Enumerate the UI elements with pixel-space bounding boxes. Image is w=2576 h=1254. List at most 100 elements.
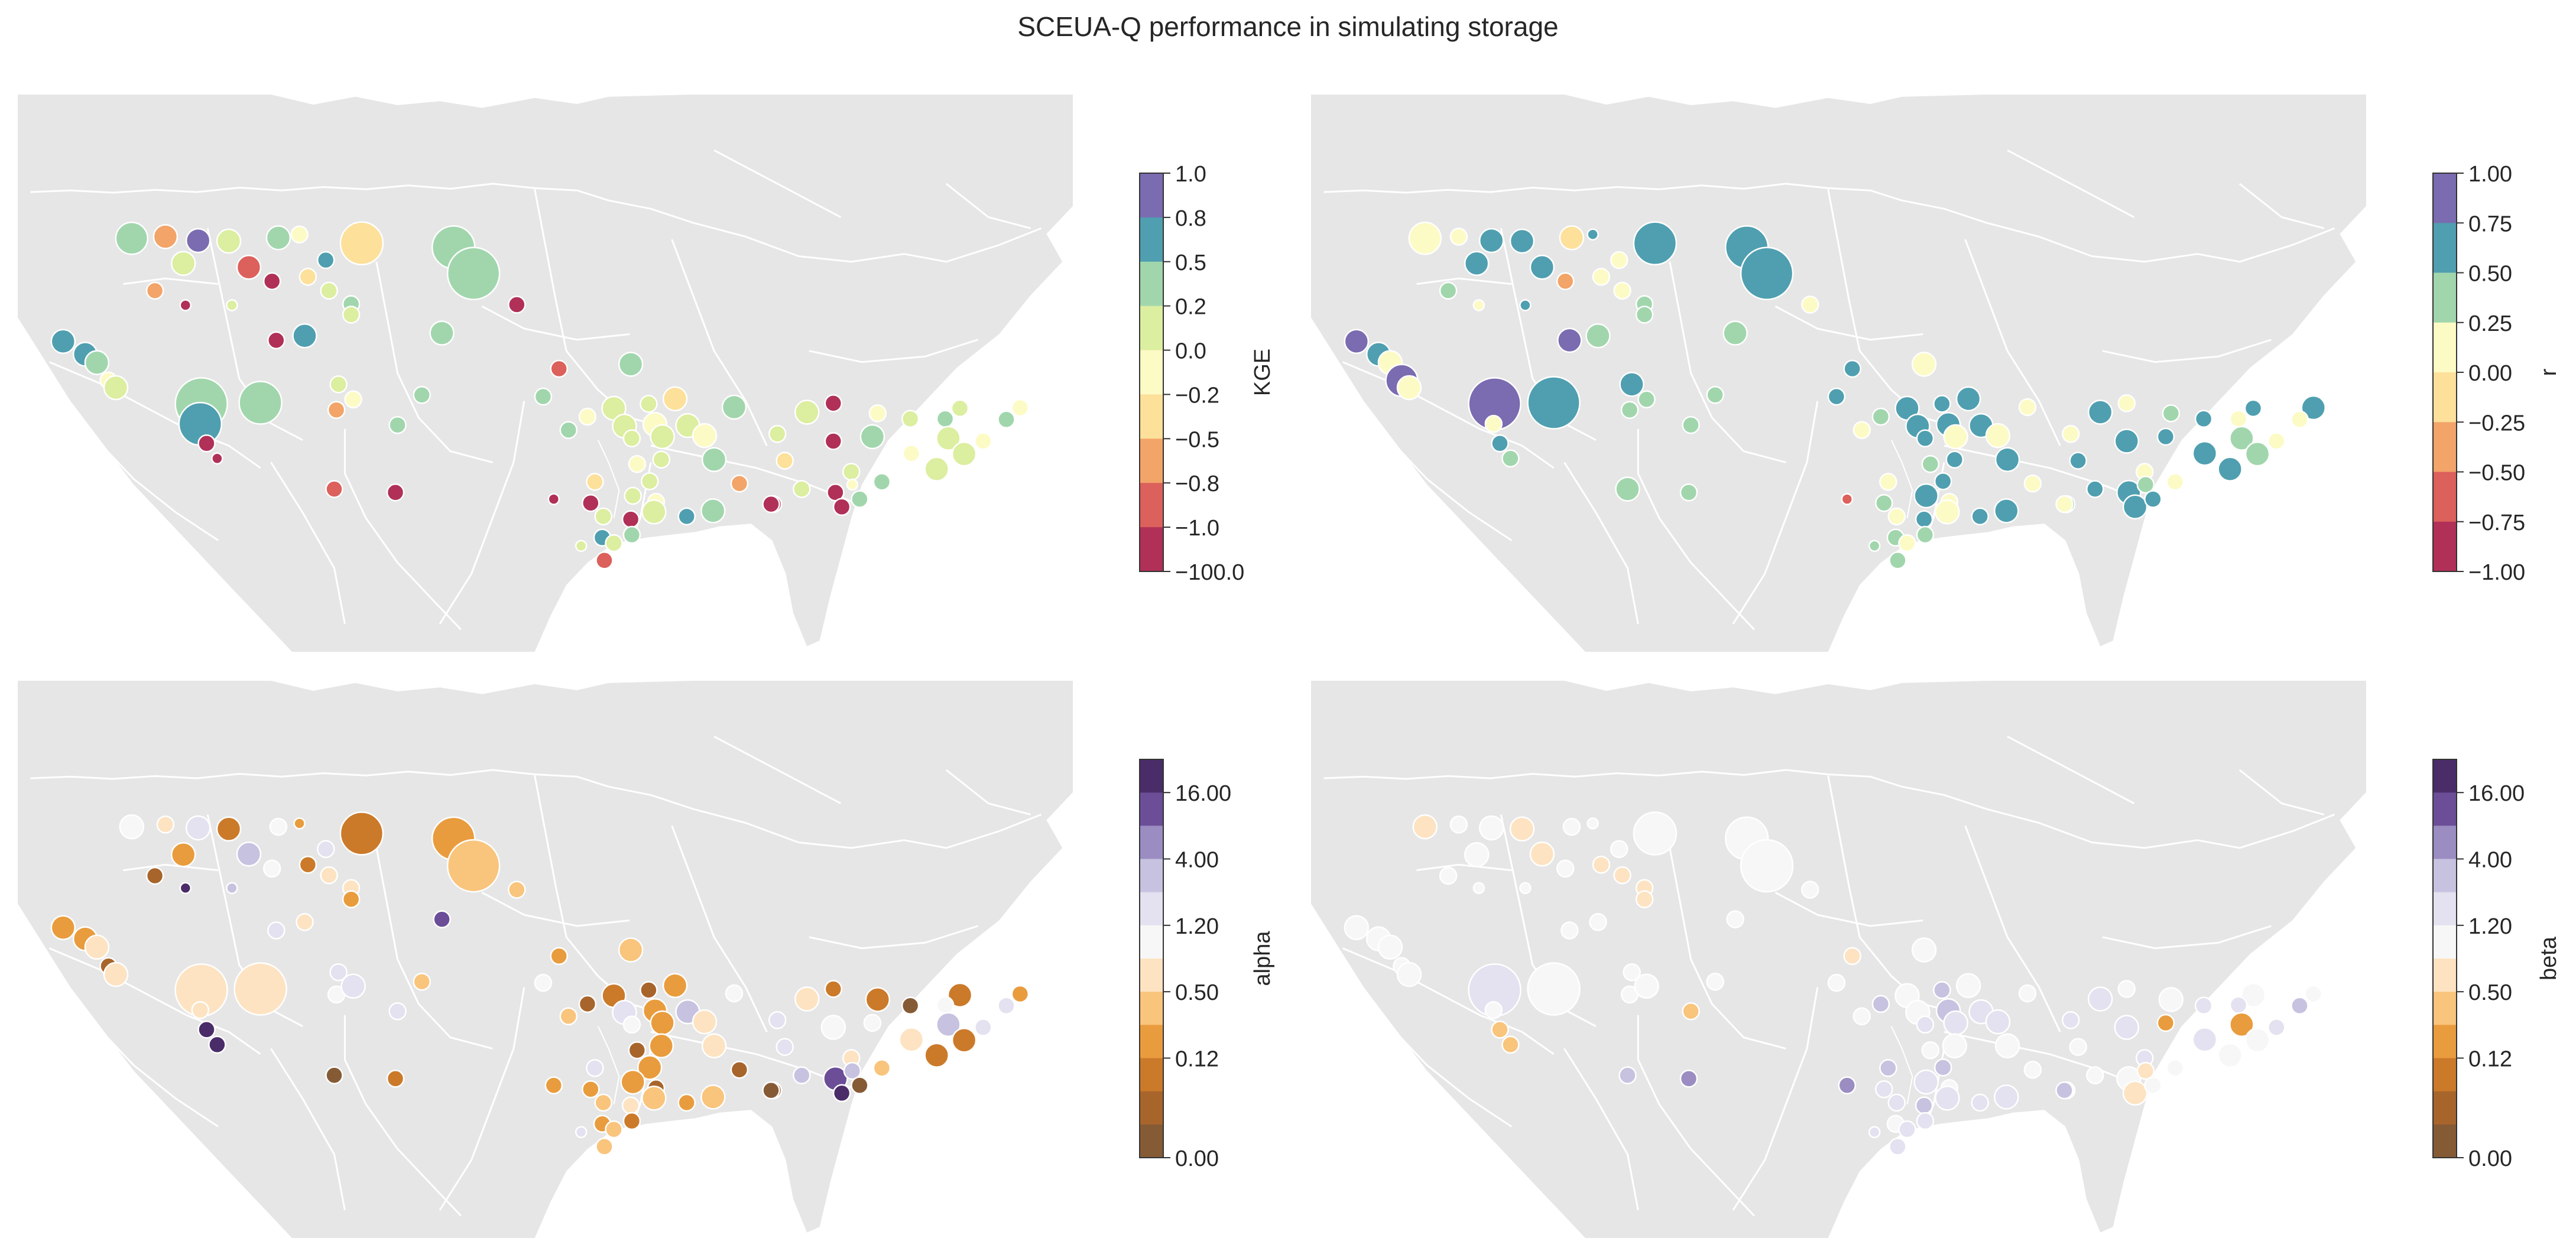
station-point [641,1086,667,1111]
station-point [1921,454,1940,473]
station-point [1449,816,1468,834]
station-point [1955,973,1981,999]
station-point [628,1041,647,1060]
station-point [701,1033,727,1058]
figure-title: SCEUA-Q performance in simulating storag… [1017,11,1559,42]
station-point [386,483,405,502]
boundary-line [1732,401,1819,625]
station-point [325,480,343,498]
colorbar-label: KGE [1250,349,1275,396]
colorbar-tick-label: 0.25 [2468,311,2512,336]
station-point [1935,1086,1960,1111]
station-point [1868,1126,1881,1139]
station-point [575,1126,588,1139]
station-point [2069,451,2087,470]
station-point [2156,1013,2175,1032]
colorbar-tick-label: 4.00 [2468,848,2512,873]
station-point [620,1069,645,1095]
colorbar-tick-label: 0.12 [1175,1047,1219,1072]
boundary-line [809,925,978,950]
station-point [692,423,718,449]
station-point [413,972,431,991]
station-point [2229,410,2248,428]
colorbar-bin [2433,272,2457,323]
station-point [1985,1009,2011,1035]
station-point [2023,1060,2042,1079]
colorbar-tick-label: 0.00 [2468,1146,2512,1171]
station-point [2304,985,2323,1003]
station-point [238,381,283,425]
map-panel-alpha [18,681,1073,1238]
station-point [1557,327,1582,353]
station-point [2158,987,2184,1012]
station-point [622,525,641,544]
station-point [974,432,992,450]
station-point [648,1033,674,1058]
station-point [236,842,262,867]
station-point [508,881,526,899]
colorbar-bin [1140,959,1163,992]
station-point [842,463,861,481]
station-point [1478,815,1504,841]
station-point [1529,255,1555,280]
station-point [325,1066,343,1084]
station-point [1682,415,1700,434]
colorbar-tick-label: −1.0 [1175,516,1219,541]
station-point [1916,1112,1935,1130]
station-point [1945,450,1964,469]
station-point [1838,1076,1857,1094]
station-point [974,1018,992,1037]
station-point [145,866,164,885]
station-point [1871,995,1890,1013]
station-point [446,839,501,893]
station-point [547,493,560,505]
station-point [293,817,306,830]
station-point [267,921,285,940]
station-point [1491,434,1509,453]
station-point [342,890,361,908]
station-point [1898,534,1916,553]
station-point [1843,947,1861,966]
map-panel-r [1311,95,2366,652]
station-point [1472,882,1485,895]
station-point [872,1059,891,1077]
station-point [793,480,811,498]
station-point [997,996,1016,1015]
station-point [1449,228,1468,246]
station-point [534,387,553,406]
station-point [2136,475,2155,494]
station-point [1889,551,1907,570]
station-point [2061,1011,2080,1029]
colorbar-bin [2433,372,2457,423]
station-point [692,1009,718,1035]
station-point [233,962,287,1016]
station-point [725,984,744,1003]
river-line [1890,440,1913,518]
station-point [1484,1001,1503,1019]
boundary-line [608,462,652,625]
boundary-line [1563,1048,1639,1211]
station-point [640,981,658,999]
station-point [1491,1021,1509,1039]
boundary-line [30,769,1042,849]
station-point [2244,399,2263,418]
station-point [208,1035,226,1054]
station-point [1875,493,1893,512]
boundary-line [30,183,1042,263]
colorbar-tick-label: 0.00 [2468,361,2512,386]
station-point [342,306,361,324]
station-point [269,817,288,836]
station-point [1509,816,1535,842]
station-point [936,410,955,428]
station-point [578,407,597,426]
station-point [1619,372,1644,397]
station-point [586,473,604,491]
station-point [1879,473,1897,491]
station-point [544,1076,563,1094]
station-point [1722,320,1748,346]
boundary-line [2238,183,2324,229]
station-point [429,320,455,346]
station-point [2194,410,2213,428]
boundary-line [343,1015,462,1217]
colorbar-bin [1140,1058,1163,1092]
